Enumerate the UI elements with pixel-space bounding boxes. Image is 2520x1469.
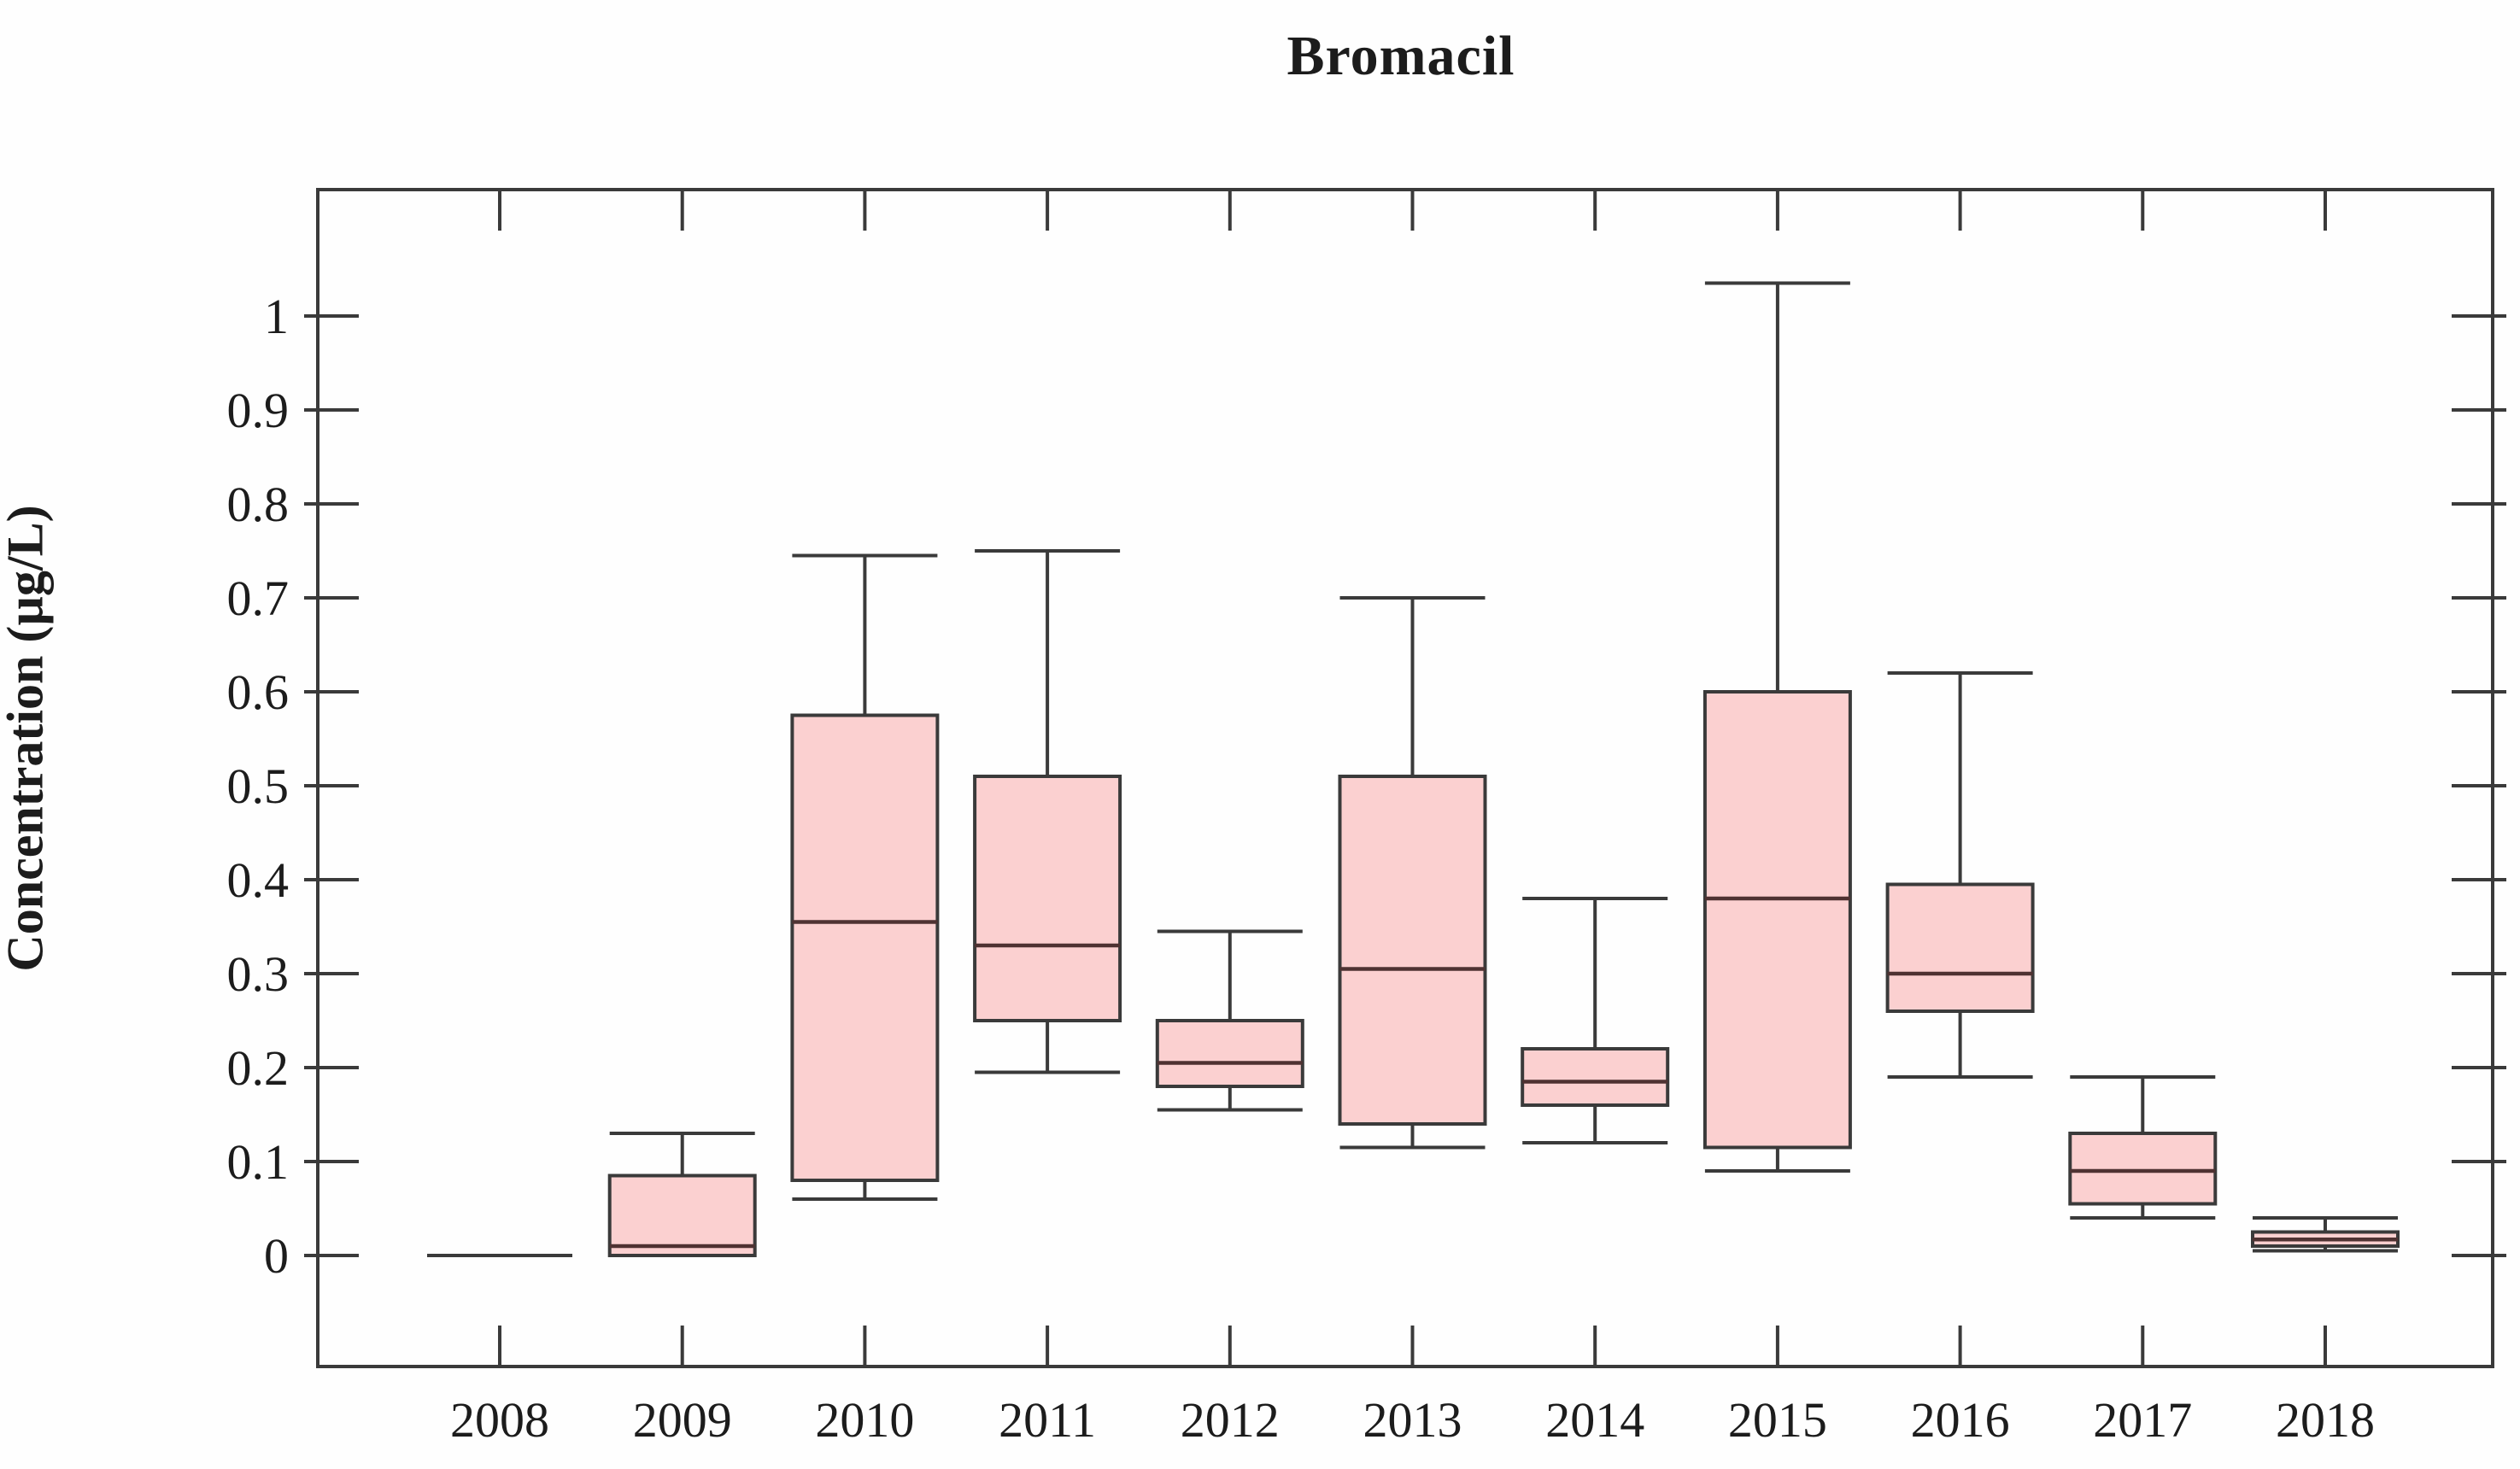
y-tick-label: 0.6 bbox=[227, 664, 290, 720]
box-2009 bbox=[607, 1132, 757, 1257]
y-tick-label: 0.4 bbox=[227, 852, 290, 908]
y-tick-label: 0.5 bbox=[227, 758, 290, 814]
chart-title: Bromacil bbox=[1286, 25, 1515, 87]
box-2012 bbox=[1155, 929, 1304, 1112]
y-tick-label: 0.3 bbox=[227, 946, 290, 1002]
x-tick-label: 2014 bbox=[1545, 1392, 1644, 1448]
x-tick-label: 2012 bbox=[1181, 1392, 1280, 1448]
x-tick-label: 2010 bbox=[815, 1392, 914, 1448]
box-2010 bbox=[790, 553, 940, 1201]
box-2011 bbox=[973, 549, 1122, 1074]
x-tick-label: 2013 bbox=[1363, 1392, 1462, 1448]
x-tick-label: 2011 bbox=[999, 1392, 1096, 1448]
x-tick-label: 2016 bbox=[1911, 1392, 2010, 1448]
iqr-box bbox=[1155, 1019, 1304, 1088]
box-2014 bbox=[1521, 897, 1670, 1144]
x-tick-label: 2017 bbox=[2093, 1392, 2192, 1448]
x-tick-label: 2015 bbox=[1728, 1392, 1827, 1448]
y-tick-label: 0.7 bbox=[227, 571, 290, 626]
iqr-box bbox=[973, 775, 1122, 1022]
y-tick-label: 0.8 bbox=[227, 477, 290, 532]
y-tick-label: 0.1 bbox=[227, 1134, 290, 1190]
x-tick-label: 2009 bbox=[633, 1392, 732, 1448]
x-tick-label: 2018 bbox=[2276, 1392, 2375, 1448]
box-2018 bbox=[2251, 1216, 2400, 1253]
box-2015 bbox=[1702, 281, 1852, 1173]
x-tick-label: 2008 bbox=[450, 1392, 549, 1448]
y-tick-label: 1 bbox=[264, 289, 289, 344]
y-tick-label: 0.2 bbox=[227, 1040, 290, 1096]
y-axis-title: Concentration (µg/L) bbox=[0, 505, 54, 972]
iqr-box bbox=[1338, 775, 1487, 1126]
iqr-box bbox=[1885, 882, 2035, 1013]
box-2013 bbox=[1338, 596, 1487, 1150]
plot-frame bbox=[316, 188, 2494, 1368]
box-2017 bbox=[2068, 1075, 2218, 1220]
box-2016 bbox=[1885, 671, 2035, 1079]
iqr-box bbox=[1521, 1047, 1670, 1107]
iqr-box bbox=[790, 713, 940, 1182]
iqr-box bbox=[1702, 690, 1852, 1150]
y-tick-label: 0 bbox=[264, 1228, 289, 1284]
iqr-box bbox=[2068, 1132, 2218, 1206]
y-tick-label: 0.9 bbox=[227, 383, 290, 438]
iqr-box bbox=[607, 1173, 757, 1257]
